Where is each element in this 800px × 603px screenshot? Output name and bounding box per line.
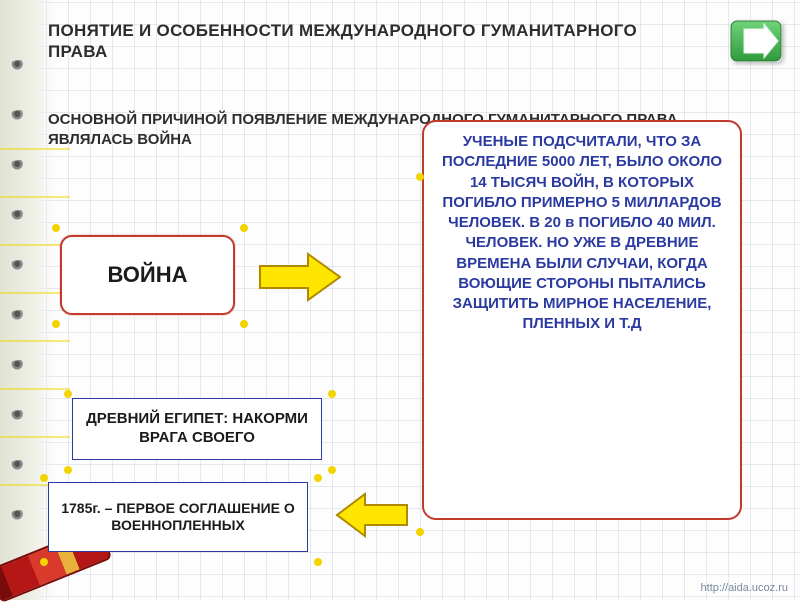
corner-dot (64, 466, 72, 474)
next-slide-button[interactable] (730, 20, 782, 62)
binding-hole (10, 210, 28, 220)
arrow-left-icon (335, 492, 409, 538)
corner-dot (328, 466, 336, 474)
corner-dot (64, 390, 72, 398)
watermark: http://aida.ucoz.ru (701, 582, 788, 594)
guide-line (0, 196, 70, 198)
binding-hole (10, 160, 28, 170)
corner-dot (240, 224, 248, 232)
slide-title: ПОНЯТИЕ И ОСОБЕННОСТИ МЕЖДУНАРОДНОГО ГУМ… (48, 20, 688, 63)
fact-box-1785: 1785г. – ПЕРВОЕ СОГЛАШЕНИЕ О ВОЕННОПЛЕНН… (48, 482, 308, 552)
binding-hole (10, 360, 28, 370)
corner-dot (314, 474, 322, 482)
corner-dot (240, 320, 248, 328)
corner-dot (40, 474, 48, 482)
corner-dot (40, 558, 48, 566)
binding-hole (10, 260, 28, 270)
binding-hole (10, 310, 28, 320)
guide-line (0, 388, 70, 390)
guide-line (0, 436, 70, 438)
binding-hole (10, 510, 28, 520)
corner-dot (52, 224, 60, 232)
binding-strip (0, 0, 55, 600)
corner-dot (52, 320, 60, 328)
corner-dot (328, 390, 336, 398)
war-box: ВОЙНА (60, 235, 235, 315)
binding-hole (10, 60, 28, 70)
binding-hole (10, 460, 28, 470)
guide-line (0, 340, 70, 342)
info-panel: УЧЕНЫЕ ПОДСЧИТАЛИ, ЧТО ЗА ПОСЛЕДНИЕ 5000… (422, 120, 742, 520)
binding-hole (10, 410, 28, 420)
corner-dot (416, 528, 424, 536)
fact-box-egypt: ДРЕВНИЙ ЕГИПЕТ: НАКОРМИ ВРАГА СВОЕГО (72, 398, 322, 460)
arrow-right-icon (258, 252, 342, 302)
corner-dot (416, 173, 424, 181)
corner-dot (314, 558, 322, 566)
binding-hole (10, 110, 28, 120)
